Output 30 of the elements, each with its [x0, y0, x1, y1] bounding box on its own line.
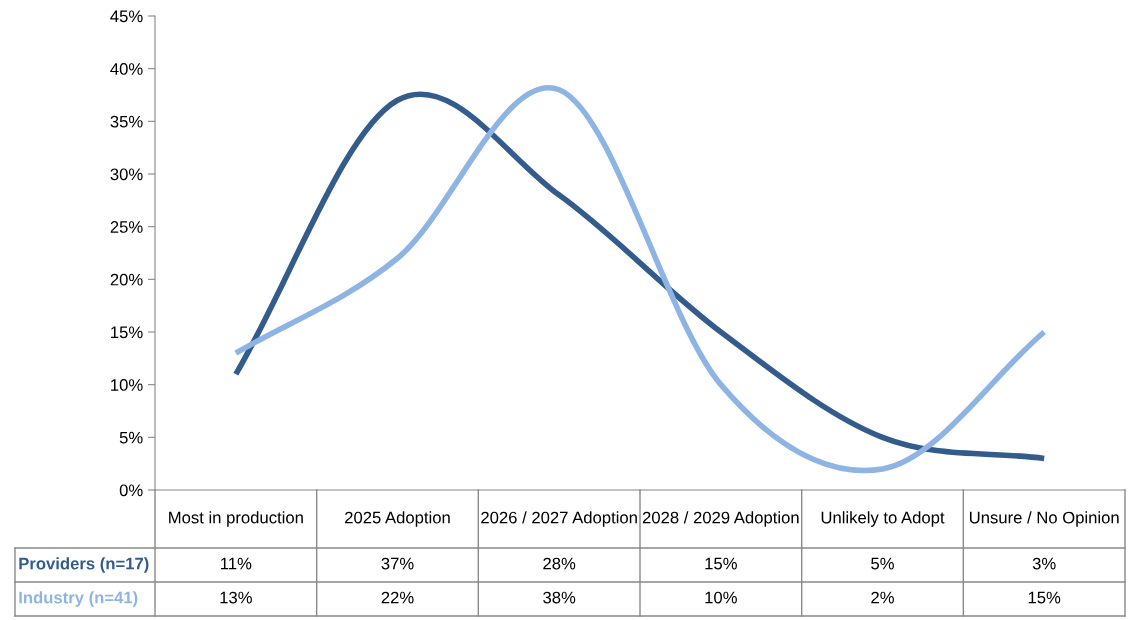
y-tick-label: 40%: [110, 63, 143, 75]
y-tick-label: 45%: [110, 10, 143, 23]
y-tick-label: 35%: [110, 115, 143, 128]
x-tick-label: Unsure / No Opinion: [969, 511, 1119, 527]
data-label: 22%: [381, 591, 414, 604]
data-label: 38%: [543, 591, 576, 604]
y-tick-label: 30%: [110, 168, 143, 181]
y-tick-label: 10%: [111, 379, 143, 391]
x-tick-label: 2025 Adoption: [345, 511, 450, 527]
text: Industry (n=41): [19, 591, 138, 607]
data-label: 10%: [705, 591, 737, 604]
data-label: 2%: [871, 591, 894, 604]
x-tick-label: Most in production: [169, 511, 303, 527]
data-label: 5%: [871, 557, 894, 570]
y-tick-label: 5%: [119, 431, 143, 444]
text: Providers (n=17): [19, 557, 149, 573]
data-label: 15%: [705, 557, 737, 570]
data-label: 11%: [221, 557, 252, 570]
y-tick-label: 25%: [110, 221, 143, 233]
data-label: 28%: [543, 557, 576, 570]
data-label: 13%: [220, 591, 252, 604]
x-tick-label: Unlikely to Adopt: [821, 511, 945, 527]
y-tick-label: 20%: [110, 273, 143, 286]
y-tick-label: 0%: [119, 484, 143, 497]
x-tick-label: 2026 / 2027 Adoption: [481, 511, 637, 527]
data-label: 37%: [381, 557, 414, 570]
data-label: 3%: [1032, 557, 1056, 570]
x-tick-label: 2028 / 2029 Adoption: [642, 511, 799, 527]
y-tick-label: 15%: [111, 326, 143, 339]
data-label: 15%: [1028, 591, 1061, 604]
